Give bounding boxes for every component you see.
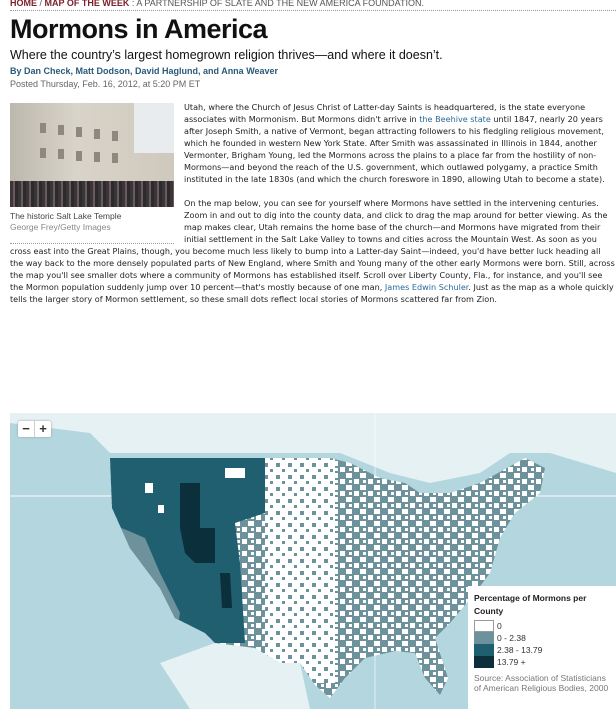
legend-item: 0 - 2.38 xyxy=(474,632,612,644)
zoom-in-button[interactable]: + xyxy=(34,421,51,437)
posted-date: Posted Thursday, Feb. 16, 2012, at 5:20 … xyxy=(10,79,201,89)
legend-item: 2.38 - 13.79 xyxy=(474,644,612,656)
beehive-state-link[interactable]: the Beehive state xyxy=(419,114,491,124)
james-schuler-link[interactable]: James Edwin Schuler xyxy=(384,282,469,292)
byline[interactable]: By Dan Check, Matt Dodson, David Haglund… xyxy=(10,66,279,76)
breadcrumb: HOME / MAP OF THE WEEK : A PARTNERSHIP O… xyxy=(10,0,616,11)
mormon-map[interactable]: − + Percentage of Mormons per County 0 0… xyxy=(10,413,616,709)
breadcrumb-suffix: : A PARTNERSHIP OF SLATE AND THE NEW AME… xyxy=(131,0,424,8)
salt-lake-temple-photo xyxy=(10,103,174,207)
article-body: Utah, where the Church of Jesus Christ o… xyxy=(10,101,616,317)
photo-credit: George Frey/Getty Images xyxy=(10,222,111,232)
paragraph-1: Utah, where the Church of Jesus Christ o… xyxy=(184,102,605,184)
breadcrumb-home[interactable]: HOME xyxy=(10,0,37,8)
paragraph-2: On the map below, you can see for yourse… xyxy=(10,198,615,304)
map-legend: Percentage of Mormons per County 0 0 - 2… xyxy=(468,586,616,709)
zoom-controls: − + xyxy=(18,421,51,437)
zoom-out-button[interactable]: − xyxy=(22,421,30,436)
legend-item: 13.79 + xyxy=(474,656,612,668)
breadcrumb-section[interactable]: MAP OF THE WEEK xyxy=(44,0,130,8)
legend-item: 0 xyxy=(474,620,612,632)
breadcrumb-separator: / xyxy=(39,0,43,8)
legend-source: Source: Association of Statisticians of … xyxy=(474,673,609,693)
photo-caption: The historic Salt Lake Temple George Fre… xyxy=(10,211,174,244)
legend-title: Percentage of Mormons per County xyxy=(474,593,587,616)
page-title: Mormons in America xyxy=(10,14,268,44)
article-dek: Where the country’s largest homegrown re… xyxy=(10,48,443,62)
